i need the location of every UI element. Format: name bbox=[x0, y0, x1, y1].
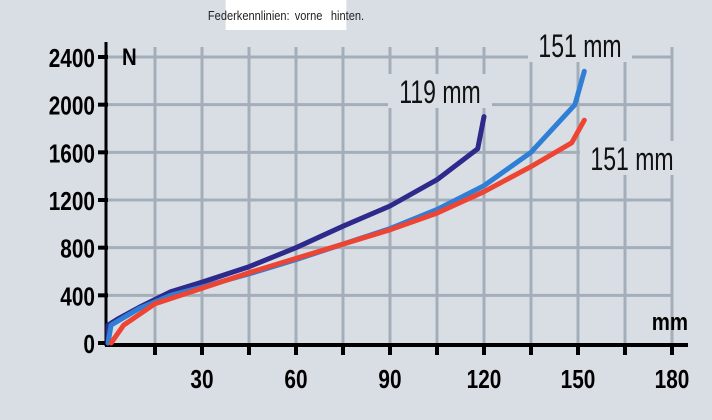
x-tick-label: 180 bbox=[655, 365, 690, 394]
series-line-vorne bbox=[105, 68, 587, 346]
y-tick-label: 2400 bbox=[49, 44, 95, 73]
y-axis-label: N bbox=[122, 43, 137, 70]
annotation-background bbox=[388, 74, 492, 108]
y-tick-label: 2000 bbox=[49, 91, 95, 120]
x-tick-label: 90 bbox=[378, 365, 401, 394]
annotation-label: 151 mm bbox=[590, 141, 673, 177]
x-tick-label: 150 bbox=[561, 365, 596, 394]
legend-label-hinten: hinten. bbox=[330, 7, 365, 23]
legend-label-vorne: vorne bbox=[294, 7, 323, 23]
y-tick-label: 400 bbox=[60, 282, 95, 311]
x-tick-label: 120 bbox=[467, 365, 502, 394]
annotation-background bbox=[580, 141, 684, 175]
y-tick-label: 1600 bbox=[49, 139, 95, 168]
y-tick-label: 1200 bbox=[49, 187, 95, 216]
y-tick-label: 800 bbox=[60, 234, 95, 263]
x-axis-label: mm bbox=[652, 308, 688, 335]
annotation-background bbox=[528, 28, 632, 62]
series-line-hinten bbox=[108, 117, 587, 346]
y-tick-label: 0 bbox=[83, 330, 95, 359]
annotation-label: 119 mm bbox=[399, 74, 480, 110]
legend: Federkennlinien: vorne hinten. bbox=[208, 0, 364, 30]
x-tick-label: 60 bbox=[284, 365, 307, 394]
annotation-label: 151 mm bbox=[538, 28, 621, 64]
x-tick-label: 30 bbox=[190, 365, 213, 394]
legend-title: Federkennlinien: bbox=[207, 7, 290, 23]
